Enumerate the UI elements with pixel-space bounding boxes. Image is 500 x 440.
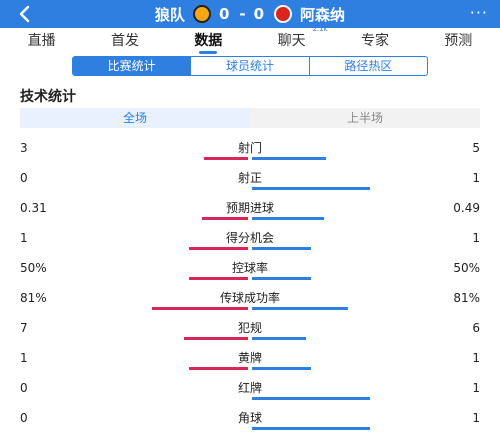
stat-home-value: 1 (20, 351, 28, 365)
away-team-name[interactable]: 阿森纳 (300, 5, 346, 24)
stat-row: 1 得分机会 1 (0, 230, 500, 260)
stat-home-value: 0.31 (20, 201, 47, 215)
stat-away-value: 50% (453, 261, 480, 275)
tab-label: 聊天 (277, 33, 306, 49)
stat-home-value: 7 (20, 321, 28, 335)
away-stat-bar (252, 337, 306, 340)
home-stat-bar (204, 157, 248, 160)
stat-row: 0.31 预期进球 0.49 (0, 200, 500, 230)
home-stat-bar (202, 217, 248, 220)
score-separator: - (239, 5, 246, 23)
away-stat-bar (252, 427, 370, 430)
stat-row: 1 黄牌 1 (0, 350, 500, 380)
stat-row: 0 红牌 1 (0, 380, 500, 410)
stat-row: 3 射门 5 (0, 140, 500, 170)
stat-home-value: 3 (20, 141, 28, 155)
stat-label: 角球 (237, 411, 262, 425)
home-stat-bar (189, 277, 248, 280)
stat-label: 射正 (237, 171, 262, 185)
more-options-icon[interactable]: ··· (469, 3, 488, 22)
stat-home-value: 1 (20, 231, 28, 245)
stats-segment-control: 比赛统计 球员统计 路径热区 (72, 56, 428, 76)
away-stat-bar (252, 397, 370, 400)
period-selector: 全场 上半场 (20, 108, 480, 128)
chat-count-badge: 2.1k (312, 25, 328, 33)
home-team-name[interactable]: 狼队 (154, 5, 185, 24)
stat-row: 7 犯规 6 (0, 320, 500, 350)
stat-label: 传球成功率 (219, 291, 280, 305)
away-stat-bar (252, 187, 370, 190)
wolves-logo-icon[interactable] (192, 5, 211, 23)
segment-heatmap[interactable]: 路径热区 (344, 59, 393, 73)
stat-home-value: 0 (20, 381, 28, 395)
away-stat-bar (252, 307, 348, 310)
tab-label: 数据 (194, 33, 223, 49)
stat-home-value: 0 (20, 411, 28, 425)
away-stat-bar (252, 157, 326, 160)
stat-home-value: 0 (20, 171, 28, 185)
stat-label: 犯规 (237, 321, 262, 335)
stat-away-value: 1 (472, 411, 480, 425)
main-tabs: 直播 首发 数据 聊天 2.1k 专家 预测 (0, 25, 500, 54)
back-arrow-icon[interactable] (14, 3, 36, 25)
stat-away-value: 1 (472, 351, 480, 365)
tab-data[interactable]: 数据 (190, 30, 226, 54)
tab-prediction[interactable]: 预测 (440, 30, 476, 50)
tab-label: 专家 (360, 33, 389, 49)
home-stat-bar (152, 307, 248, 310)
stat-home-value: 50% (20, 261, 47, 275)
tab-experts[interactable]: 专家 (357, 30, 393, 50)
stat-away-value: 1 (472, 381, 480, 395)
stat-away-value: 0.49 (453, 201, 480, 215)
stat-row: 50% 控球率 50% (0, 260, 500, 290)
period-first-half[interactable]: 上半场 (250, 108, 480, 128)
segment-match-stats[interactable]: 比赛统计 (73, 57, 192, 75)
stat-label: 红牌 (237, 381, 262, 395)
home-stat-bar (189, 367, 248, 370)
tab-chat[interactable]: 聊天 2.1k (274, 25, 328, 50)
stat-row: 0 角球 1 (0, 410, 500, 440)
stat-away-value: 1 (472, 171, 480, 185)
tab-label: 预测 (444, 33, 473, 49)
home-stat-bar (184, 337, 248, 340)
stat-home-value: 81% (20, 291, 47, 305)
match-header: 狼队 0 - 0 阿森纳 ··· (0, 0, 500, 28)
stat-away-value: 5 (472, 141, 480, 155)
stat-row: 81% 传球成功率 81% (0, 290, 500, 320)
away-stat-bar (252, 217, 324, 220)
tab-label: 首发 (110, 33, 139, 49)
stat-label: 射门 (237, 141, 262, 155)
stat-away-value: 1 (472, 231, 480, 245)
away-stat-bar (252, 277, 311, 280)
away-score: 0 (253, 5, 267, 23)
arsenal-logo-icon[interactable] (274, 5, 293, 23)
period-full-match[interactable]: 全场 (20, 108, 250, 128)
tab-lineup[interactable]: 首发 (107, 30, 143, 50)
home-score: 0 (218, 5, 232, 23)
stat-away-value: 81% (453, 291, 480, 305)
stat-away-value: 6 (472, 321, 480, 335)
away-stat-bar (252, 247, 311, 250)
stat-label: 预期进球 (225, 201, 274, 215)
segment-player-stats[interactable]: 球员统计 (191, 57, 310, 75)
tab-label: 直播 (27, 33, 56, 49)
stat-label: 黄牌 (237, 351, 262, 365)
home-stat-bar (189, 247, 248, 250)
stat-row: 0 射正 1 (0, 170, 500, 200)
stat-label: 得分机会 (225, 231, 274, 245)
tab-live[interactable]: 直播 (24, 30, 60, 50)
away-stat-bar (252, 367, 311, 370)
section-title: 技术统计 (20, 89, 76, 105)
stat-label: 控球率 (231, 261, 268, 275)
match-title: 狼队 0 - 0 阿森纳 (0, 4, 500, 24)
